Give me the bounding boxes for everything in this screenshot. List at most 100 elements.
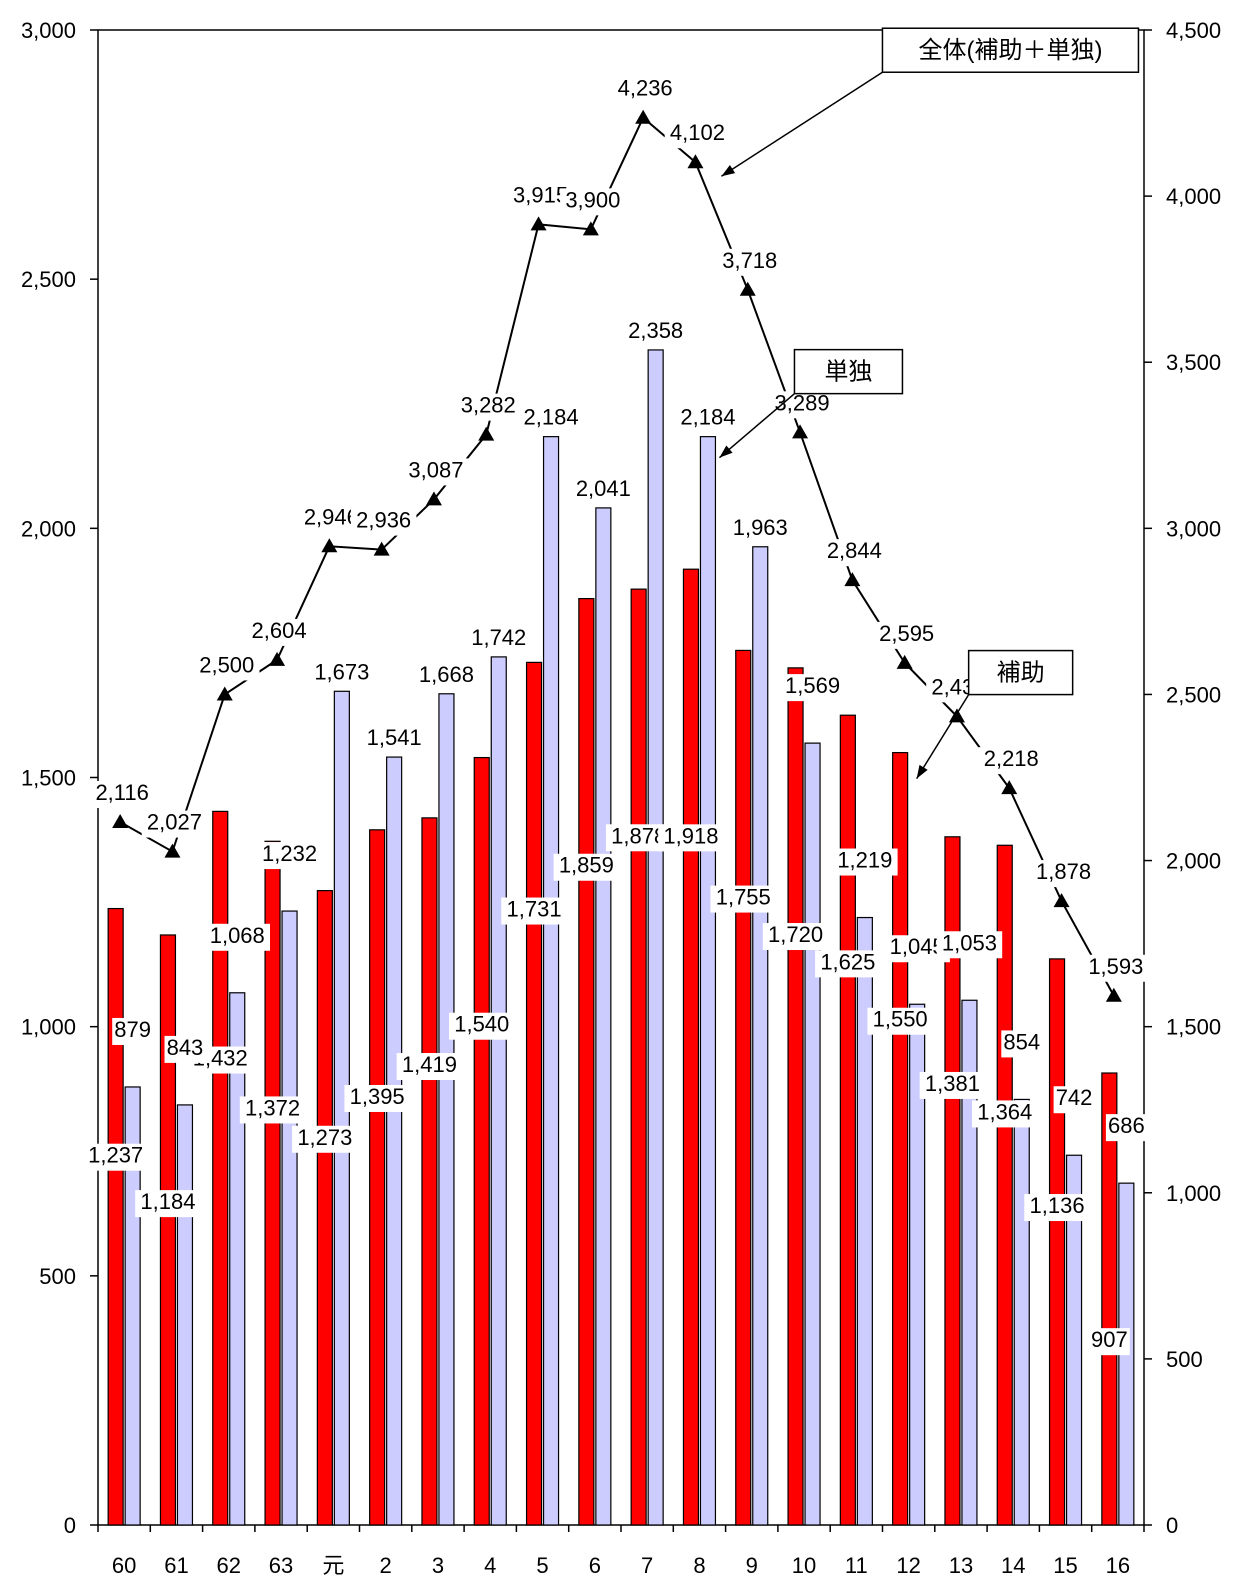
line-data-label-group: 1,878 bbox=[1030, 859, 1097, 888]
bar-tandoku bbox=[647, 349, 664, 1526]
right-tick-label: 0 bbox=[1166, 1513, 1178, 1538]
line-data-label: 2,027 bbox=[147, 810, 202, 835]
right-tick-label: 1,500 bbox=[1166, 1015, 1221, 1040]
x-tick-label: 4 bbox=[484, 1553, 496, 1578]
bar-hojo bbox=[316, 890, 333, 1526]
bar-data-label-bg bbox=[449, 1012, 515, 1040]
bar-data-label-group: 2,184 bbox=[518, 405, 584, 433]
bar-hojo bbox=[473, 756, 490, 1526]
bar-data-label-bg bbox=[832, 848, 898, 876]
bar-data-label-group: 1,755 bbox=[710, 885, 776, 913]
bar-data-label-bg bbox=[256, 842, 323, 870]
line-data-label: 2,936 bbox=[356, 508, 411, 533]
x-tick-label: 3 bbox=[432, 1553, 444, 1578]
triangle-marker bbox=[1001, 780, 1018, 795]
bar-hojo bbox=[525, 661, 543, 1526]
bar-data-label: 2,184 bbox=[524, 405, 579, 430]
bar-data-label-bg bbox=[570, 476, 637, 504]
line-data-label: 2,946 bbox=[304, 504, 359, 529]
bar-data-label-bg bbox=[622, 318, 689, 346]
bar-data-label-bg bbox=[1105, 1114, 1147, 1142]
bar-data-label-bg bbox=[466, 625, 532, 653]
bar-data-label-bg bbox=[344, 1084, 410, 1112]
bar-data-label-bg bbox=[972, 1100, 1038, 1128]
x-tick-label: 60 bbox=[112, 1553, 136, 1578]
bar-tandoku bbox=[490, 656, 507, 1526]
x-tick-label: 9 bbox=[746, 1553, 758, 1578]
x-tick-label: 61 bbox=[164, 1553, 188, 1578]
line-data-label-bg bbox=[194, 653, 260, 681]
line-data-label-bg bbox=[89, 781, 155, 809]
line-data-label-group: 1,593 bbox=[1083, 954, 1149, 982]
line-data-label-bg bbox=[873, 621, 940, 649]
line-data-label: 2,604 bbox=[252, 618, 307, 643]
triangle-marker bbox=[269, 651, 286, 666]
left-tick-label: 1,000 bbox=[21, 1015, 76, 1040]
x-tick-label: 5 bbox=[536, 1553, 548, 1578]
bar-data-label-group: 1,372 bbox=[239, 1095, 306, 1124]
bar-data-label-group: 1,963 bbox=[727, 515, 793, 543]
bar-data-label-group: 1,136 bbox=[1024, 1193, 1090, 1222]
bar-data-label-bg bbox=[1001, 1030, 1043, 1058]
callout-leader bbox=[916, 694, 970, 779]
line-data-label-bg bbox=[664, 121, 731, 149]
line-data-label-group: 3,289 bbox=[769, 390, 835, 419]
bar-hojo bbox=[369, 829, 386, 1526]
line-data-label: 3,282 bbox=[461, 393, 516, 418]
bar-data-label-bg bbox=[710, 885, 776, 913]
bar-data-label: 1,731 bbox=[507, 897, 562, 922]
left-tick-label: 2,500 bbox=[21, 267, 76, 292]
triangle-marker bbox=[216, 686, 233, 701]
line-data-label-group: 2,844 bbox=[821, 538, 888, 567]
callout-leader bbox=[718, 393, 795, 459]
x-tick-label: 7 bbox=[641, 1553, 653, 1578]
bar-hojo bbox=[421, 817, 438, 1526]
bar-data-label-bg bbox=[361, 726, 427, 754]
bar-hojo bbox=[996, 844, 1013, 1526]
x-tick-label: 元 bbox=[322, 1553, 344, 1578]
bar-tandoku bbox=[1065, 1154, 1083, 1526]
bar-data-label-bg bbox=[164, 1035, 206, 1063]
line-data-label: 3,718 bbox=[722, 248, 777, 273]
bar-data-label-group: 1,053 bbox=[936, 930, 1003, 959]
bar-data-label: 1,673 bbox=[314, 659, 369, 684]
bar-hojo bbox=[630, 588, 647, 1526]
line-data-label: 3,915 bbox=[513, 182, 568, 207]
bar-data-label: 1,720 bbox=[768, 922, 823, 947]
right-tick-label: 3,500 bbox=[1166, 350, 1221, 375]
bar-data-label: 1,878 bbox=[611, 823, 666, 848]
triangle-marker bbox=[1053, 893, 1070, 908]
line-data-label-group: 3,900 bbox=[560, 187, 626, 216]
line-data-label: 4,236 bbox=[618, 76, 673, 101]
line-data-label-bg bbox=[1030, 860, 1097, 888]
bar-data-label: 907 bbox=[1091, 1327, 1128, 1352]
bar-data-label-group: 854 bbox=[1001, 1029, 1043, 1058]
bar-data-label-bg bbox=[501, 897, 567, 925]
line-data-label-bg bbox=[821, 539, 888, 567]
bar-data-label-group: 1,419 bbox=[396, 1052, 463, 1081]
x-axis: 60 61 62 63 元 2 3 4 5 6 7 8 9 10 11 12 13 14 15 16 bbox=[97, 1525, 1145, 1578]
line-data-label-group: 3,282 bbox=[455, 393, 521, 421]
bar-data-label-bg bbox=[762, 923, 829, 951]
bar-data-label-group: 2,358 bbox=[622, 318, 689, 346]
callout-box bbox=[881, 27, 1140, 73]
callout-label: 単独 bbox=[824, 359, 872, 386]
bar-tandoku bbox=[856, 916, 873, 1526]
bar-data-label-group: 686 bbox=[1105, 1113, 1147, 1142]
line-data-label: 1,593 bbox=[1088, 954, 1143, 979]
triangle-marker bbox=[425, 491, 442, 506]
bar-data-label-bg bbox=[413, 662, 480, 690]
left-tick-label: 2,000 bbox=[21, 516, 76, 541]
line-data-label-group: 4,236 bbox=[612, 76, 678, 104]
bar-tandoku bbox=[752, 546, 769, 1526]
bar-tandoku bbox=[909, 1003, 926, 1526]
line-data-label-group: 2,027 bbox=[141, 810, 208, 838]
bar-data-label-group: 1,668 bbox=[413, 662, 480, 690]
bar-data-label-bg bbox=[518, 405, 584, 433]
bar-data-label: 1,232 bbox=[262, 841, 317, 866]
bar-data-label-group: 1,219 bbox=[832, 848, 898, 876]
triangle-marker bbox=[687, 154, 704, 169]
bar-tandoku bbox=[1013, 1098, 1030, 1526]
bar-data-label: 1,550 bbox=[873, 1007, 928, 1032]
